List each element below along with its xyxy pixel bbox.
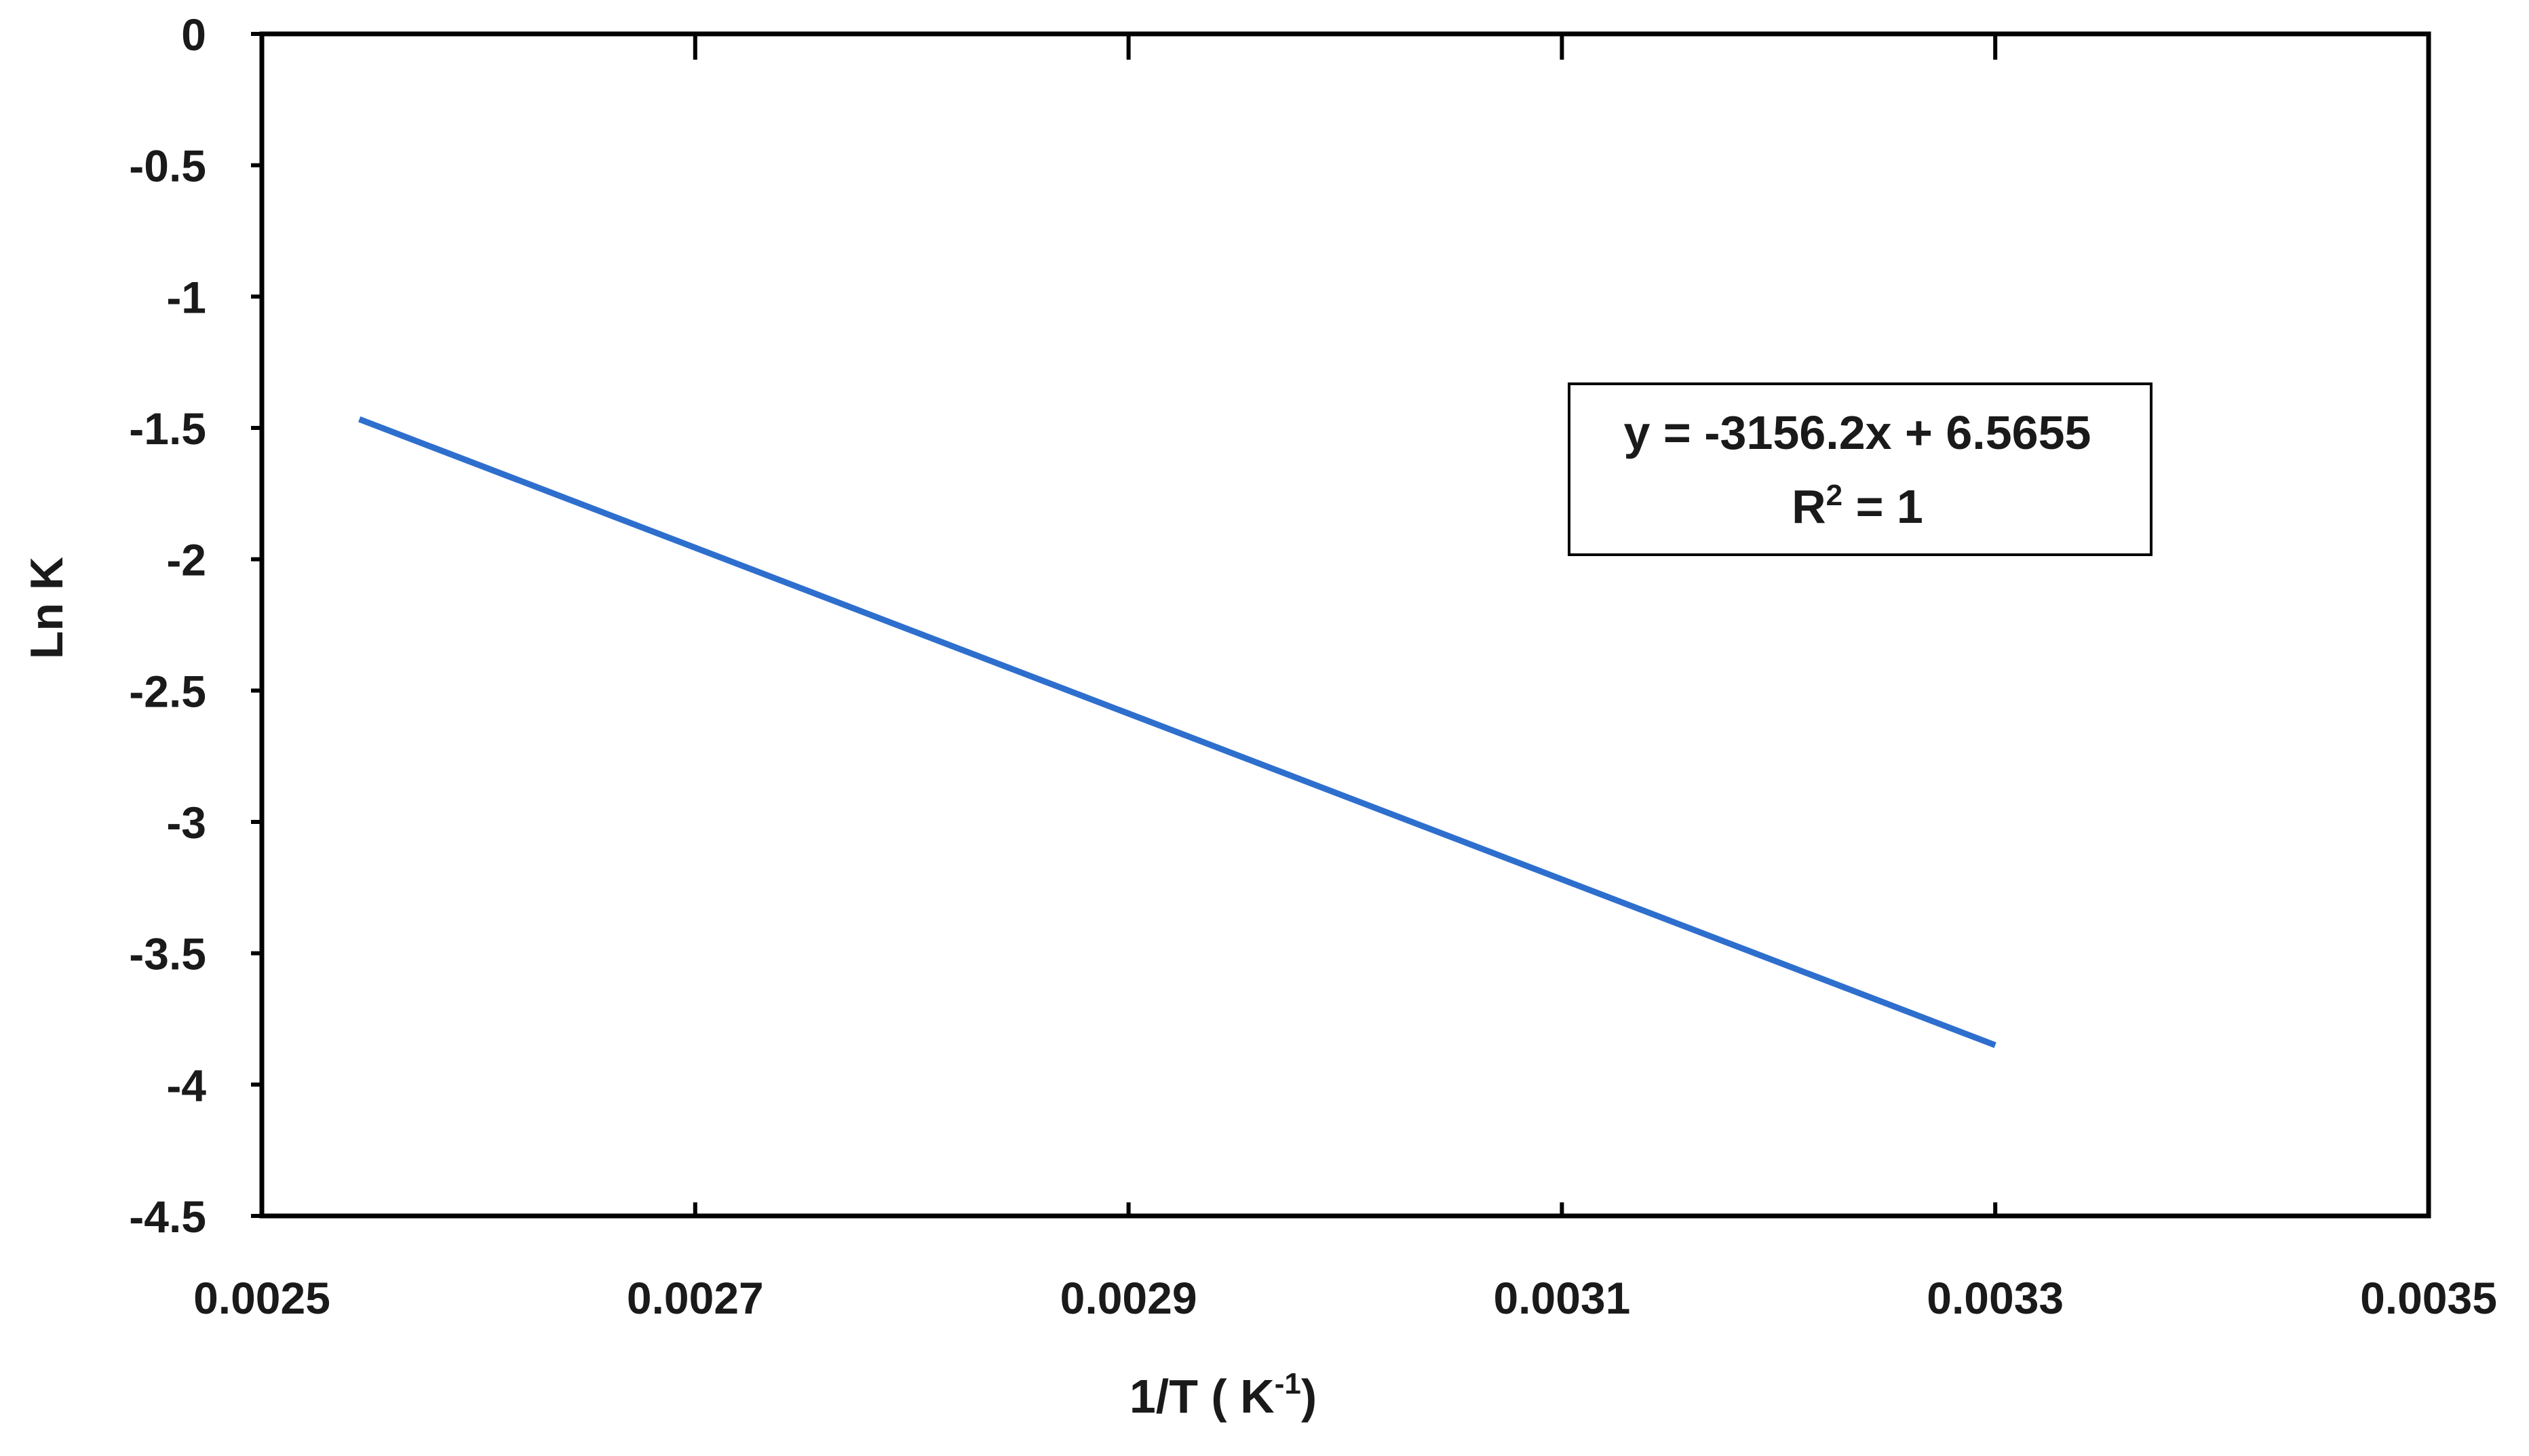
r-squared-label: R2 = 1 (1792, 479, 1923, 533)
y-axis-label: Ln K (21, 557, 73, 659)
x-axis-label-text: 1/T ( K (1130, 1370, 1275, 1423)
y-tick-label: -2 (166, 535, 206, 585)
x-tick-label: 0.0029 (1060, 1273, 1197, 1323)
y-tick-label: 0 (181, 9, 206, 60)
x-tick-label: 0.0035 (2360, 1273, 2497, 1323)
y-tick-label: -3.5 (129, 929, 206, 979)
r-squared-value: = 1 (1842, 480, 1923, 533)
equation-box (1568, 382, 2152, 556)
y-tick-label: -0.5 (129, 141, 206, 191)
y-tick-label: -2.5 (129, 666, 206, 716)
x-axis-label: 1/T ( K-1) (1130, 1367, 1317, 1423)
series-line-0 (358, 416, 1996, 1048)
y-tick-label: -3 (166, 798, 206, 848)
r-squared-superscript: 2 (1826, 479, 1842, 512)
y-tick-label: -4.5 (129, 1192, 206, 1242)
x-axis-label-suffix: ) (1301, 1370, 1317, 1423)
x-tick-label: 0.0027 (627, 1273, 764, 1323)
y-tick-label: -1.5 (129, 404, 206, 454)
x-axis-label-superscript: -1 (1275, 1367, 1301, 1400)
y-tick-label: -4 (166, 1060, 206, 1110)
equation-label: y = -3156.2x + 6.5655 (1624, 406, 2091, 459)
x-tick-label: 0.0031 (1493, 1273, 1630, 1323)
x-tick-label: 0.0025 (193, 1273, 330, 1323)
y-tick-label: -1 (166, 272, 206, 322)
r-squared-prefix: R (1792, 480, 1826, 533)
plot-frame (259, 31, 2431, 1219)
x-tick-label: 0.0033 (1927, 1273, 2064, 1323)
